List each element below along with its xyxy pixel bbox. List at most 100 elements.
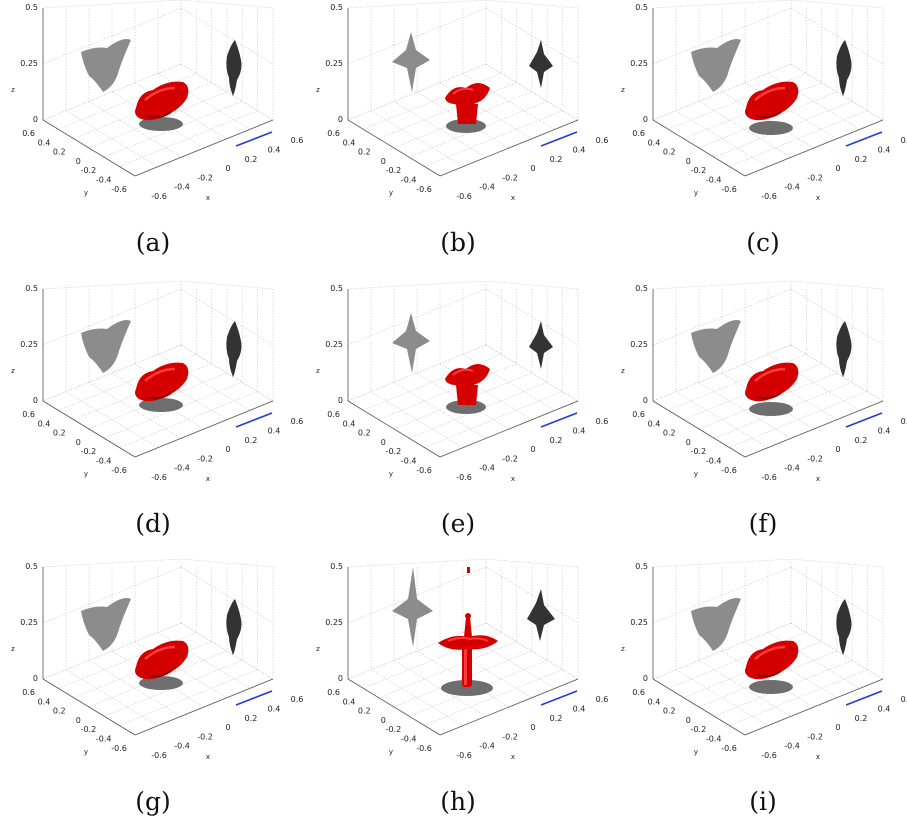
grid-line: [698, 650, 838, 708]
x-tick-label: 0.6: [596, 136, 608, 145]
grid-line: [104, 659, 243, 717]
floor-shadow: [749, 121, 793, 135]
projection-xz: [226, 40, 242, 96]
x-tick-label: 0.6: [901, 417, 907, 426]
body-cap-highlight: [452, 368, 474, 376]
x-tick-label: 0.4: [573, 427, 586, 436]
grid-line: [119, 110, 258, 167]
x-axis-line: [744, 400, 884, 458]
y-tick-label: 0.4: [343, 419, 356, 428]
body-shade: [146, 111, 172, 119]
y-tick-label: -0.4: [706, 176, 722, 185]
projection-xz: [529, 321, 553, 369]
y-tick-label: 0: [76, 716, 81, 725]
z-tick-label: 0.25: [630, 618, 648, 627]
grid-line: [714, 381, 853, 439]
grid-line: [729, 391, 868, 448]
grid-line: [73, 641, 212, 698]
grid-line: [363, 354, 502, 411]
x-tick-label: 0.2: [855, 155, 868, 164]
grid-line: [88, 650, 228, 708]
y-tick-label: 0.4: [38, 419, 51, 428]
x-axis-line: [439, 119, 579, 177]
body-shade: [756, 111, 782, 119]
x-tick-label: -0.4: [174, 464, 190, 473]
y-tick-label: -0.2: [691, 447, 707, 456]
x-tick-label: 0: [225, 723, 230, 732]
x-tick-label: 0.4: [878, 146, 891, 155]
x-tick-label: -0.2: [807, 732, 823, 741]
x-axis-label: x: [511, 194, 515, 202]
marker-line: [540, 690, 578, 706]
x-axis-label: x: [816, 475, 820, 483]
grid-line: [378, 641, 517, 698]
projection-xz: [226, 599, 242, 655]
x-tick-label: 0.6: [596, 695, 608, 704]
grid-line: [790, 0, 884, 9]
z-tick-label: 0.25: [630, 340, 648, 349]
y-tick-label: 0.2: [663, 707, 676, 716]
marker-line: [845, 412, 883, 428]
x-tick-label: 0.2: [550, 436, 563, 445]
z-tick-label: 0.25: [325, 340, 343, 349]
grid-line: [790, 622, 884, 680]
y-tick-label: 0.6: [22, 410, 35, 419]
body-fragment: [467, 567, 470, 573]
grid-lines: [42, 559, 274, 736]
grid-line: [409, 659, 548, 717]
y-tick-label: -0.2: [691, 166, 707, 175]
z-axis-label: z: [316, 645, 320, 653]
z-tick-label: 0.25: [325, 618, 343, 627]
x-axis-label: x: [206, 194, 210, 202]
z-axis-label: z: [621, 86, 625, 94]
grid-line: [652, 622, 792, 680]
grid-line: [698, 91, 838, 149]
isosurface-plot: 0.50.2500.60.40.20-0.2-0.4-0.6-0.6-0.4-0…: [316, 559, 608, 761]
body-stem: [456, 385, 478, 405]
y-tick-label: -0.4: [401, 735, 417, 744]
x-axis-label: x: [816, 753, 820, 761]
x-tick-label: -0.4: [174, 183, 190, 192]
y-axis-line: [347, 400, 441, 458]
axes: [652, 8, 884, 177]
marker-line: [235, 412, 273, 428]
grid-line: [485, 281, 579, 290]
z-tick-label: 0.25: [20, 59, 38, 68]
y-tick-label: 0: [76, 438, 81, 447]
y-axis-label: y: [84, 189, 88, 197]
axes: [652, 567, 884, 736]
x-tick-label: -0.4: [479, 183, 495, 192]
y-tick-label: 0.2: [663, 148, 676, 157]
grid-line: [378, 363, 517, 420]
axes: [42, 567, 274, 736]
body-shade: [756, 392, 782, 400]
z-tick-label: 0.5: [330, 562, 343, 571]
z-tick-label: 0.5: [25, 284, 38, 293]
grid-line: [485, 344, 579, 402]
x-tick-label: 0.2: [550, 155, 563, 164]
isosurface-plot: 0.50.2500.60.40.20-0.2-0.4-0.6-0.6-0.4-0…: [11, 281, 303, 483]
floor-shadow: [139, 117, 183, 131]
z-tick-label: 0.5: [635, 3, 648, 12]
z-tick-label: 0: [338, 674, 343, 683]
x-tick-label: -0.2: [502, 454, 518, 463]
projection-xz: [836, 40, 852, 96]
projection-yz: [392, 313, 430, 373]
x-tick-label: 0.4: [268, 146, 281, 155]
grid-line: [683, 82, 822, 139]
subfigure-caption: (d): [135, 509, 171, 538]
x-tick-label: 0.2: [245, 714, 258, 723]
grid-line: [393, 372, 533, 430]
x-tick-label: -0.6: [761, 192, 777, 201]
x-tick-label: -0.4: [479, 464, 495, 473]
x-tick-label: -0.4: [784, 183, 800, 192]
y-tick-label: -0.2: [386, 447, 402, 456]
x-tick-label: 0.6: [901, 695, 907, 704]
y-tick-label: -0.6: [416, 466, 432, 475]
marker-line: [235, 690, 273, 706]
y-tick-label: 0.6: [22, 129, 35, 138]
grid-line: [424, 391, 563, 448]
grid-line: [347, 0, 487, 9]
isosurface-plot: 0.50.2500.60.40.20-0.2-0.4-0.6-0.6-0.4-0…: [316, 281, 608, 483]
z-tick-label: 0: [33, 396, 38, 405]
